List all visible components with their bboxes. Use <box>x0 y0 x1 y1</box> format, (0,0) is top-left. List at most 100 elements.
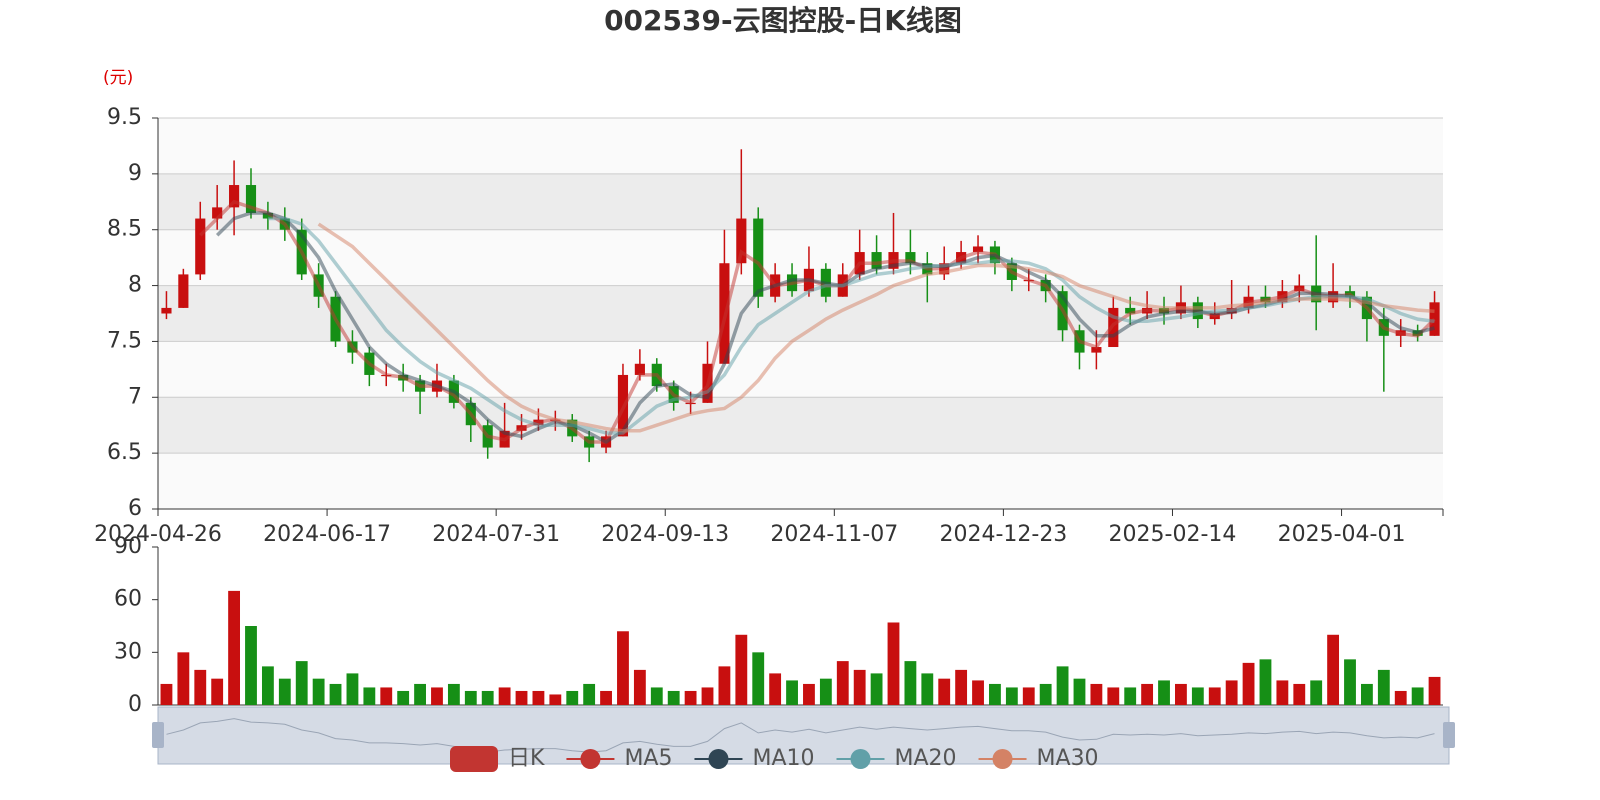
volume-bar <box>447 683 460 705</box>
volume-bar <box>633 669 646 705</box>
legend-label: 日K <box>508 746 545 771</box>
candle-body <box>972 246 984 253</box>
volume-bar <box>1259 659 1272 705</box>
legend-item[interactable]: MA10 <box>694 746 815 771</box>
zoom-handle[interactable] <box>152 722 164 748</box>
volume-bar <box>735 634 748 705</box>
y-tick-label: 7 <box>128 384 142 409</box>
volume-bar <box>1175 683 1187 705</box>
legend-icon <box>850 749 871 769</box>
volume-bar <box>1158 680 1170 705</box>
volume-bar <box>177 652 190 705</box>
candle-body <box>161 307 172 314</box>
y-tick-label: 8.5 <box>107 217 142 242</box>
volume-bar <box>1344 659 1356 705</box>
x-tick-label: 2025-02-14 <box>1109 522 1237 547</box>
volume-bar <box>819 678 832 705</box>
candle-body <box>736 218 747 264</box>
volume-bar <box>160 683 173 705</box>
x-tick-label: 2024-07-31 <box>432 522 560 547</box>
y-tick-label: 9 <box>128 161 142 186</box>
y-tick-label: 30 <box>114 639 142 664</box>
zoom-preview <box>166 718 1435 753</box>
volume-bar <box>938 678 951 705</box>
candle-body <box>212 207 223 219</box>
grid-band <box>158 397 1443 454</box>
volume-bar <box>1090 683 1103 705</box>
volume-bar <box>329 683 342 705</box>
y-unit: (元) <box>103 68 133 88</box>
candle-body <box>195 218 206 275</box>
volume-bar <box>904 661 917 705</box>
volume-bar <box>600 690 612 705</box>
volume-bar <box>1411 687 1424 705</box>
y-tick-label: 90 <box>114 534 142 559</box>
legend-item[interactable]: 日K <box>450 746 545 772</box>
volume-bar <box>261 666 274 705</box>
candle-body <box>245 185 257 213</box>
candle-body <box>1091 347 1102 353</box>
y-tick-label: 6.5 <box>107 440 142 465</box>
volume-bar <box>278 678 291 705</box>
volume-bar <box>431 687 443 705</box>
legend-item[interactable]: MA30 <box>978 746 1099 771</box>
x-tick-label: 2025-04-01 <box>1278 522 1406 547</box>
volume-bar <box>228 590 241 705</box>
volume-bar <box>786 680 798 705</box>
volume-bar <box>853 669 866 705</box>
candle-body <box>871 252 882 269</box>
volume-bar <box>295 661 308 705</box>
candle-body <box>262 212 273 219</box>
volume-bar <box>549 694 562 705</box>
x-tick-label: 2024-09-13 <box>601 522 729 547</box>
volume-bar <box>1242 662 1255 705</box>
candle-body <box>905 252 916 264</box>
y-tick-label: 7.5 <box>107 328 142 353</box>
volume-bar <box>380 687 393 705</box>
volume-bar <box>1327 634 1340 705</box>
volume-bar <box>1225 680 1238 705</box>
volume-bar <box>1141 683 1154 705</box>
volume-bar <box>684 690 697 705</box>
candle-body <box>1429 302 1440 336</box>
volume-bar <box>397 690 410 705</box>
volume-bar <box>1039 683 1052 705</box>
volume-bar <box>245 626 257 705</box>
ma-line <box>215 211 1435 445</box>
candle-body <box>178 274 189 308</box>
x-tick-label: 2024-04-26 <box>94 522 222 547</box>
legend-icon <box>450 746 498 772</box>
volume-bar <box>194 669 207 705</box>
volume-bar <box>1022 687 1035 705</box>
volume-bar <box>515 690 528 705</box>
volume-bar <box>481 690 494 705</box>
candle-body <box>1125 307 1136 314</box>
legend-item[interactable]: MA20 <box>836 746 957 771</box>
grid-band <box>158 118 1443 174</box>
volume-bar <box>1377 669 1390 705</box>
volume-bar <box>1394 690 1407 705</box>
volume-bar <box>887 622 900 705</box>
volume-bar <box>650 687 663 705</box>
legend-item[interactable]: MA5 <box>566 746 672 771</box>
volume-bar <box>583 683 596 705</box>
legend-icon <box>580 749 601 769</box>
volume-bar <box>803 683 815 705</box>
volume-bar <box>1428 676 1441 705</box>
candle-body <box>634 363 645 375</box>
volume-bar <box>921 673 934 705</box>
legend-label: MA5 <box>624 746 672 771</box>
volume-bar <box>1191 687 1204 705</box>
grid-band <box>158 173 1443 230</box>
y-tick-label: 0 <box>128 692 142 717</box>
y-tick-label: 8 <box>128 273 142 298</box>
volume-bar <box>1107 687 1120 705</box>
grid-band <box>158 229 1443 286</box>
volume-bar <box>870 673 883 705</box>
y-tick-label: 6 <box>128 496 142 521</box>
volume-bar <box>312 678 325 705</box>
zoom-handle[interactable] <box>1443 722 1455 748</box>
legend-icon <box>992 749 1013 769</box>
volume-bar <box>498 687 511 705</box>
